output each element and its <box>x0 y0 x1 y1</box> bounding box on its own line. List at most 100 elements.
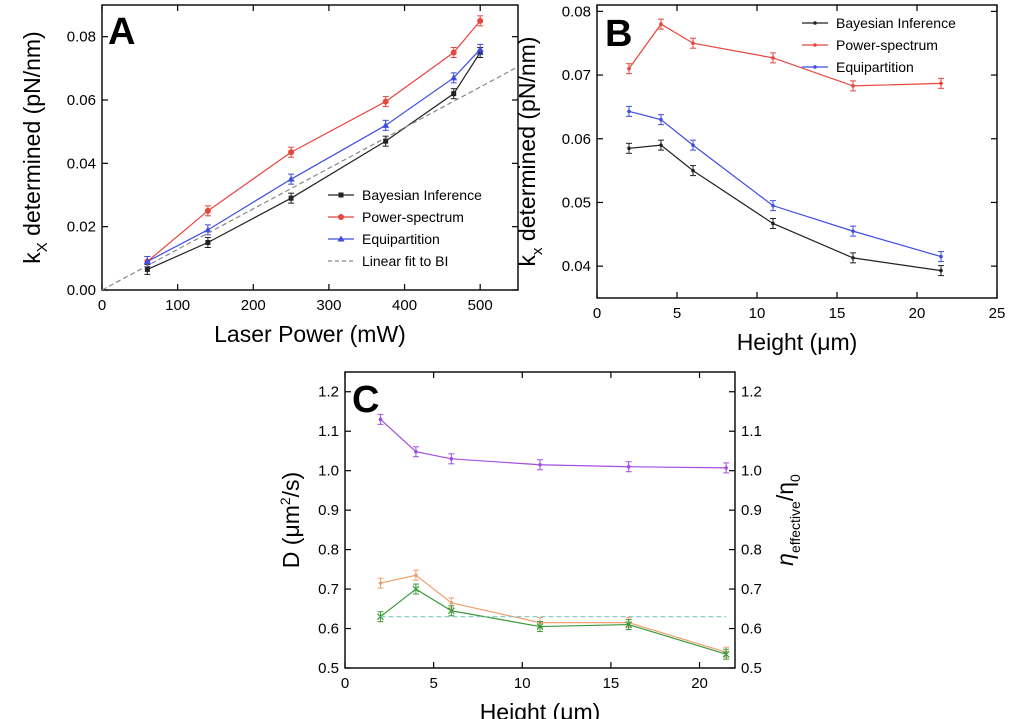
data-point <box>771 203 775 208</box>
y-tick-label: 0.07 <box>562 67 591 84</box>
x-tick-label: 15 <box>603 675 620 692</box>
data-point <box>144 266 150 272</box>
x-tick-label: 10 <box>514 675 531 692</box>
y-axis-title: kx determined (pN/nm) <box>514 37 546 267</box>
panel-b: 0 5 10 15 20 25 0.04 0.05 0.06 0.07 0.08 B Height (μ… <box>514 3 1005 355</box>
data-point <box>939 81 943 86</box>
x-tick-label: 200 <box>241 297 266 314</box>
data-point <box>939 268 943 273</box>
x-tick-label: 0 <box>593 305 601 322</box>
legend-label: Bayesian Inference <box>836 15 956 31</box>
x-axis-title: Laser Power (mW) <box>214 321 406 347</box>
y-tick-label-right: 0.8 <box>741 542 762 559</box>
series-1 <box>144 15 484 267</box>
y-tick-label: 0.5 <box>318 660 339 677</box>
data-point <box>691 41 695 46</box>
y-tick-label: 0.6 <box>318 621 339 638</box>
x-tick-label: 400 <box>392 297 417 314</box>
series-0 <box>626 139 944 277</box>
data-point <box>288 195 294 201</box>
legend-marker <box>337 235 345 242</box>
data-point <box>627 109 631 114</box>
y-tick-label: 0.06 <box>562 131 591 148</box>
x-tick-label: 100 <box>165 297 190 314</box>
x-tick-label: 25 <box>989 305 1006 322</box>
data-point <box>722 650 730 658</box>
legend-label: Power-spectrum <box>836 37 938 53</box>
legend: Bayesian Inference Power-spectrum Equipart… <box>328 187 482 269</box>
x-tick-label: 10 <box>749 305 766 322</box>
data-point <box>851 84 855 88</box>
series-line <box>147 52 481 270</box>
x-tick-label: 20 <box>909 305 926 322</box>
y-tick-label-right: 1.1 <box>741 423 762 440</box>
data-point <box>287 175 295 182</box>
data-point <box>538 462 542 467</box>
series-0 <box>377 413 730 474</box>
series-line <box>147 48 481 263</box>
data-point <box>851 229 855 233</box>
y-tick-label-right: 0.5 <box>741 660 762 677</box>
data-point <box>659 22 663 26</box>
series-line <box>628 23 942 87</box>
y-axis-title-right: ηeffective/η0 <box>772 474 803 566</box>
series-3 <box>101 66 519 291</box>
y-tick-label: 0.08 <box>67 29 96 46</box>
data-point <box>536 623 544 630</box>
series-line <box>380 574 727 653</box>
x-tick-label: 300 <box>316 297 341 314</box>
y-tick-label: 1.2 <box>318 384 339 401</box>
y-tick-label: 0.06 <box>67 92 96 109</box>
x-tick-label: 5 <box>673 305 681 322</box>
data-point <box>143 258 151 264</box>
data-point <box>204 207 211 214</box>
x-axis-title: Height (μm) <box>480 699 601 719</box>
legend-marker <box>813 21 817 25</box>
data-point <box>939 254 943 259</box>
plot-frame <box>596 4 998 299</box>
data-point <box>412 585 420 593</box>
data-point <box>450 74 458 81</box>
data-point <box>449 601 454 605</box>
series-line <box>628 110 942 258</box>
data-point <box>625 621 633 629</box>
data-point <box>477 17 484 24</box>
data-point <box>691 168 695 173</box>
y-tick-label-right: 0.9 <box>741 502 762 519</box>
y-tick-label-right: 0.7 <box>741 581 762 598</box>
data-point <box>205 240 211 245</box>
data-point <box>382 121 390 128</box>
data-point <box>724 466 728 470</box>
series-1 <box>626 18 944 92</box>
y-tick-label: 1.1 <box>318 423 339 440</box>
series-line <box>380 418 727 469</box>
x-tick-label: 0 <box>98 297 106 314</box>
data-point <box>627 66 631 71</box>
y-tick-label: 0.04 <box>67 155 96 172</box>
legend-marker <box>338 192 344 198</box>
x-tick-label: 20 <box>691 675 708 692</box>
data-point <box>451 91 457 97</box>
data-point <box>288 149 295 156</box>
x-tick-label: 500 <box>468 297 493 314</box>
data-point <box>378 581 383 585</box>
plot-frame <box>344 371 736 669</box>
series-2 <box>377 583 730 660</box>
legend-label: Bayesian Inference <box>362 187 482 203</box>
y-tick-label-right: 1.0 <box>741 463 762 480</box>
data-point <box>383 138 389 144</box>
panel-letter: C <box>352 379 379 421</box>
y-tick-label: 0.7 <box>318 581 339 598</box>
y-tick-label: 0.02 <box>67 219 96 236</box>
data-point <box>771 221 775 226</box>
y-tick-label: 0.9 <box>318 502 339 519</box>
data-point <box>771 56 775 60</box>
legend-marker <box>338 214 344 220</box>
y-tick-label-right: 0.6 <box>741 621 762 638</box>
legend-label: Equipartition <box>362 231 440 247</box>
series-line <box>380 588 727 655</box>
x-tick-label: 5 <box>429 675 437 692</box>
panel-letter: A <box>108 11 135 53</box>
panel-c: 0 5 10 15 20 0.5 0.5 0.6 0.6 0.7 0.7 0.8 0.8 0.9 0.9 1.… <box>277 371 803 719</box>
